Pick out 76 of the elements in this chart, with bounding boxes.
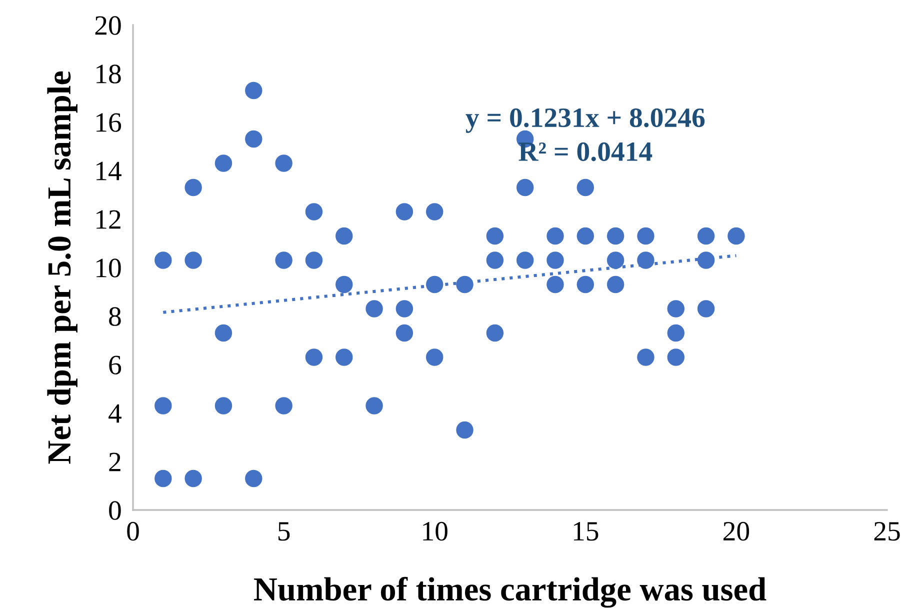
point <box>697 252 715 269</box>
point <box>336 276 353 294</box>
point <box>697 300 715 318</box>
x-tick-label: 20 <box>724 522 750 541</box>
point <box>637 227 654 245</box>
point <box>728 227 745 245</box>
point <box>366 397 383 414</box>
point <box>245 82 262 100</box>
point <box>667 348 684 366</box>
point <box>637 348 654 366</box>
y-axis-title: Net dpm per 5.0 mL sample <box>47 71 78 464</box>
y-tick-label: 10 <box>96 258 121 278</box>
y-tick-label: 8 <box>109 307 121 326</box>
x-axis-title: Number of times cartridge was used <box>254 576 766 608</box>
point <box>546 227 564 245</box>
point <box>486 227 504 245</box>
point <box>486 252 504 269</box>
point <box>214 397 232 414</box>
point <box>305 203 323 220</box>
point <box>637 252 654 269</box>
point <box>184 178 202 196</box>
point <box>606 227 624 245</box>
y-tick-label: 14 <box>96 162 122 180</box>
point <box>214 154 232 172</box>
point <box>486 324 504 342</box>
point <box>667 300 684 318</box>
point <box>426 276 444 294</box>
point <box>516 178 534 196</box>
point <box>275 154 292 172</box>
x-tick-label: 15 <box>574 522 598 541</box>
x-tick-label: 5 <box>278 522 290 541</box>
point <box>546 276 564 294</box>
point <box>396 203 414 220</box>
point <box>426 203 444 220</box>
y-tick-label: 0 <box>109 501 121 520</box>
annotation: R² = 0.0414 <box>518 142 652 162</box>
point <box>184 252 202 269</box>
point <box>576 276 594 294</box>
point <box>154 397 172 414</box>
point <box>245 130 262 148</box>
point <box>456 421 474 439</box>
annotation: y = 0.1231x + 8.0246 <box>466 108 705 133</box>
point <box>396 324 414 342</box>
y-tick-label: 16 <box>96 113 122 132</box>
x-tick-label: 0 <box>127 522 139 541</box>
point <box>214 324 232 342</box>
y-tick-label: 2 <box>109 452 120 472</box>
point <box>606 252 624 269</box>
x-tick-label: 25 <box>874 522 900 541</box>
point <box>456 276 474 294</box>
point <box>606 276 624 294</box>
point <box>336 227 353 245</box>
point <box>426 348 444 366</box>
point <box>275 252 292 269</box>
point <box>576 227 594 245</box>
point <box>366 300 383 318</box>
y-tick-label: 4 <box>108 404 122 423</box>
point <box>576 178 594 196</box>
y-tick-label: 18 <box>96 64 121 84</box>
y-tick-label: 12 <box>96 210 120 229</box>
point <box>336 348 353 366</box>
x-tick-label: 10 <box>423 522 448 541</box>
y-tick-label: 20 <box>95 16 121 35</box>
y-tick-label: 6 <box>109 356 122 374</box>
point <box>184 470 202 488</box>
point <box>667 324 684 342</box>
point <box>305 252 323 269</box>
point <box>396 300 414 318</box>
point <box>546 252 564 269</box>
point <box>697 227 715 245</box>
point <box>245 470 262 488</box>
point <box>305 348 323 366</box>
point <box>275 397 292 414</box>
point <box>154 470 172 488</box>
point <box>516 252 534 269</box>
point <box>154 252 172 269</box>
